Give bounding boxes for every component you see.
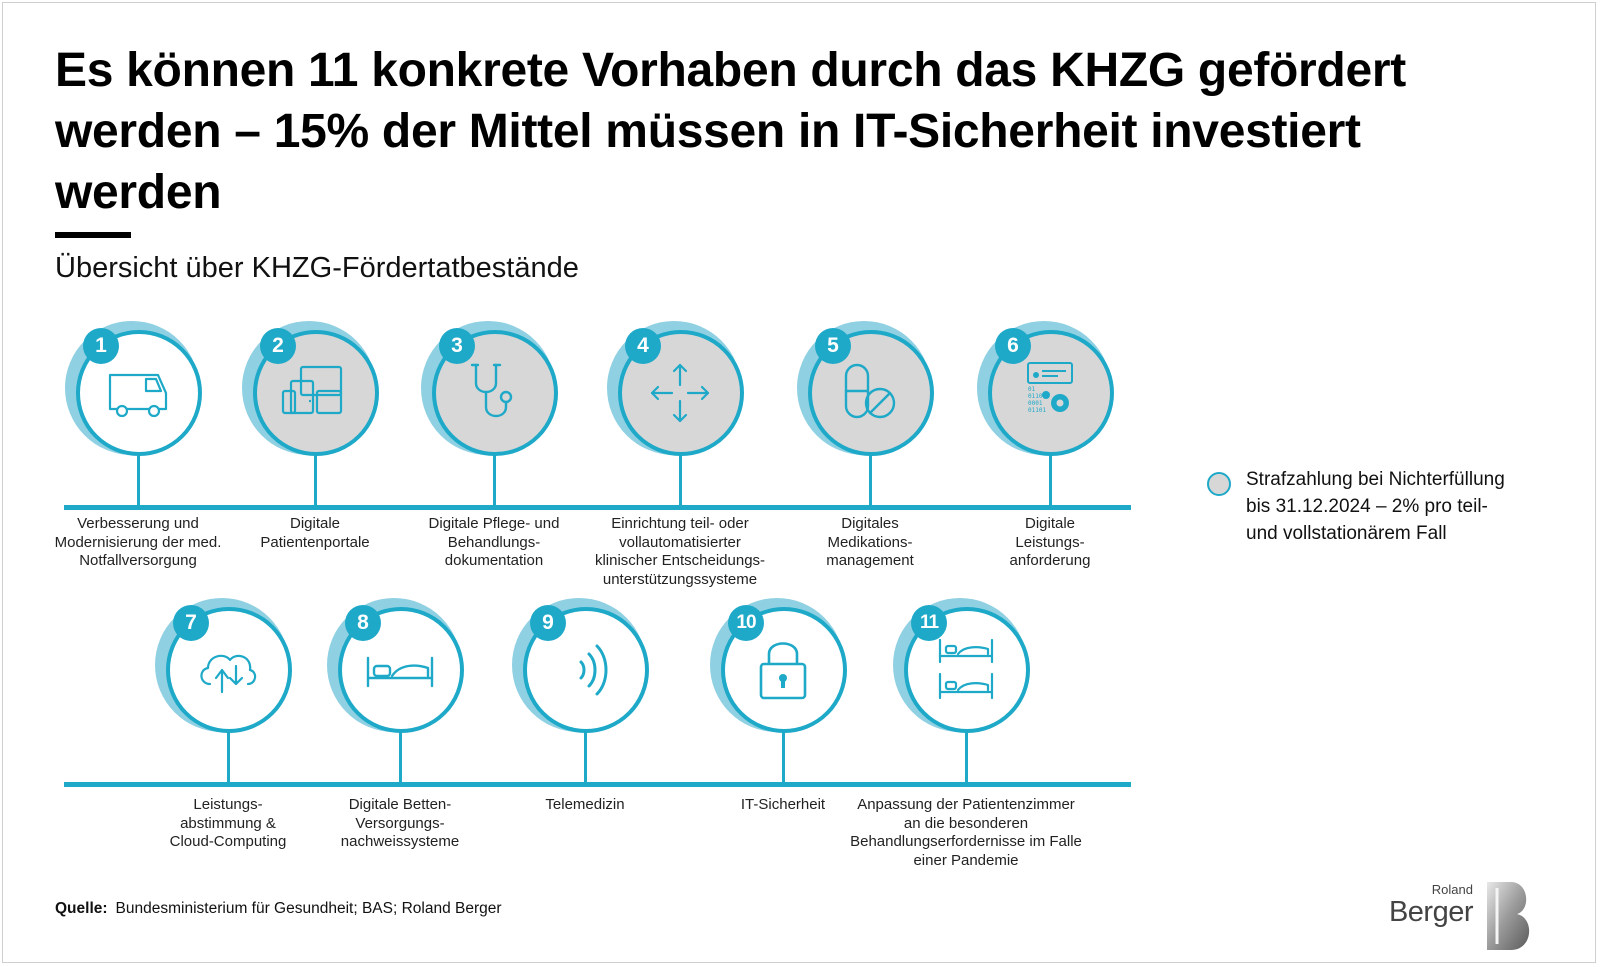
lock-icon xyxy=(759,642,807,700)
pill-icon xyxy=(844,363,896,419)
item-stem xyxy=(1048,433,1052,506)
item-label: Verbesserung und Modernisierung der med.… xyxy=(54,515,222,569)
item-number-badge: 2 xyxy=(260,328,296,364)
arrows-icon xyxy=(650,363,710,423)
item-number-badge: 10 xyxy=(728,605,764,641)
title-underline xyxy=(55,232,131,238)
timeline-row-1 xyxy=(64,505,1131,510)
item-number-badge: 11 xyxy=(911,605,947,641)
item-number-badge: 5 xyxy=(815,328,851,364)
item-stem xyxy=(868,433,872,506)
item-label: Digitales Medikations- management xyxy=(826,515,914,569)
signal-icon xyxy=(579,644,608,696)
svg-text:01101: 01101 xyxy=(1028,407,1046,414)
source-text: Bundesministerium für Gesundheit; BAS; R… xyxy=(115,900,502,917)
data-gear-icon: 01 0110 0001 01101 xyxy=(1027,362,1073,414)
item-label: Telemedizin xyxy=(545,796,625,813)
item-label: Einrichtung teil- oder vollautomatisiert… xyxy=(594,515,766,588)
item-number-badge: 1 xyxy=(83,328,119,364)
item-stem xyxy=(492,433,496,506)
item-number-badge: 6 xyxy=(995,328,1031,364)
devices-icon xyxy=(281,365,343,415)
item-stem xyxy=(136,433,140,506)
cloud-icon xyxy=(200,654,257,694)
item-stem xyxy=(398,710,402,783)
item-number-badge: 7 xyxy=(173,605,209,641)
bed-icon xyxy=(366,656,434,688)
svg-text:0001: 0001 xyxy=(1028,400,1043,407)
item-label: Leistungs- abstimmung & Cloud-Computing xyxy=(169,796,287,850)
item-stem xyxy=(781,710,785,783)
item-stem xyxy=(964,710,968,783)
logo-berger: Berger xyxy=(1388,896,1474,928)
item-number-badge: 8 xyxy=(345,605,381,641)
page-subtitle: Übersicht über KHZG-Fördertatbestände xyxy=(55,252,579,284)
logo-roland: Roland xyxy=(1431,882,1473,897)
beds-icon xyxy=(938,638,994,700)
roland-berger-logo: Roland Berger xyxy=(1385,880,1535,952)
van-icon xyxy=(108,373,168,418)
item-label: Digitale Betten- Versorgungs- nachweissy… xyxy=(340,796,460,850)
item-stem xyxy=(313,433,317,506)
item-label: IT-Sicherheit xyxy=(740,796,826,813)
stethoscope-icon xyxy=(470,363,513,418)
svg-text:01: 01 xyxy=(1028,386,1036,393)
item-number-badge: 4 xyxy=(625,328,661,364)
source-note: Quelle: Bundesministerium für Gesundheit;… xyxy=(55,900,502,918)
svg-text:0110: 0110 xyxy=(1028,393,1043,400)
item-stem xyxy=(583,710,587,783)
logo-b-mark xyxy=(1487,882,1530,950)
item-label: Digitale Leistungs- anforderung xyxy=(1009,515,1091,569)
item-stem xyxy=(226,710,230,783)
item-stem xyxy=(678,433,682,506)
legend-swatch xyxy=(1207,472,1231,496)
item-number-badge: 3 xyxy=(439,328,475,364)
page-title: Es können 11 konkrete Vorhaben durch das… xyxy=(55,44,1406,219)
source-label: Quelle: xyxy=(55,900,108,917)
item-number-badge: 9 xyxy=(530,605,566,641)
legend-text: Strafzahlung bei Nichterfüllung bis 31.1… xyxy=(1246,469,1505,544)
item-label: Digitale Patientenportale xyxy=(260,515,370,551)
timeline-row-2 xyxy=(64,782,1131,787)
item-label: Anpassung der Patientenzimmer an die bes… xyxy=(850,796,1082,869)
item-label: Digitale Pflege- und Behandlungs- dokume… xyxy=(428,515,560,569)
